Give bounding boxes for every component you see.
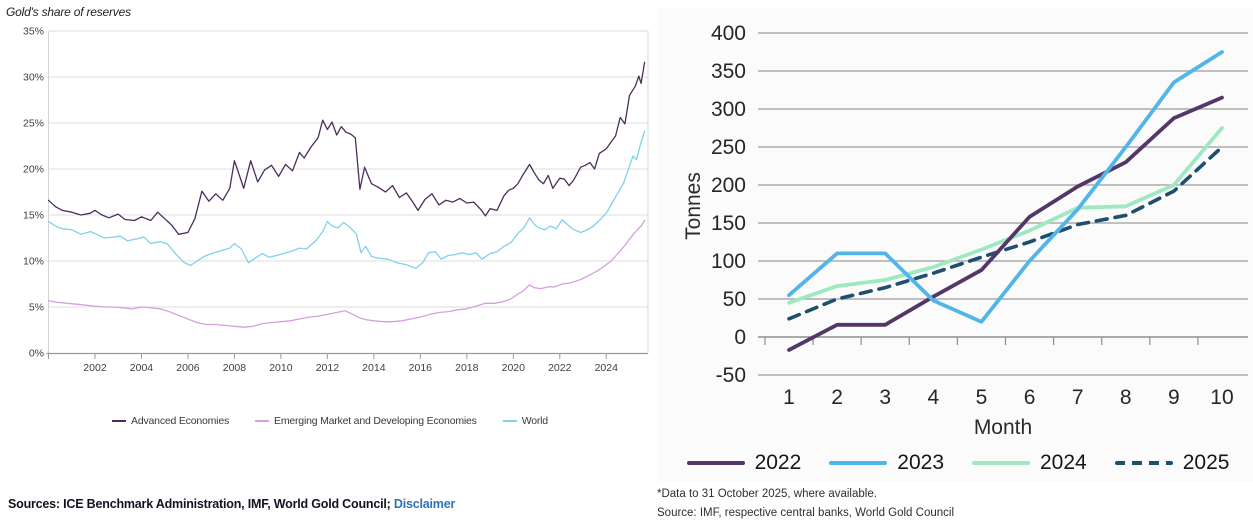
x-tick-label: 2002 (83, 362, 107, 374)
left-chart-legend: Advanced Economies Emerging Market and De… (20, 415, 640, 427)
legend-swatch (686, 461, 745, 465)
x-tick-label: 2020 (502, 362, 526, 374)
right-chart-panel (658, 8, 1253, 482)
y-tick-label: 350 (711, 60, 746, 83)
y-tick-label: 35% (23, 26, 44, 38)
sources-line: Sources: ICE Benchmark Administration, I… (8, 497, 455, 511)
legend-item-emerging-market-and-developing-economies: Emerging Market and Developing Economies (255, 415, 477, 427)
legend-item-world: World (502, 415, 548, 427)
legend-label: Emerging Market and Developing Economies (274, 415, 477, 427)
x-tick-label: 2004 (130, 362, 154, 374)
legend-label: Advanced Economies (131, 415, 230, 427)
y-tick-label: 200 (711, 174, 746, 197)
x-tick-label: 3 (879, 386, 891, 409)
legend-swatch (972, 461, 1030, 465)
y-tick-label: 0 (734, 326, 746, 349)
legend-swatch (1114, 461, 1173, 465)
x-tick-label: 2006 (176, 362, 200, 374)
y-tick-label: 0% (29, 348, 44, 360)
x-tick-label: 2024 (595, 362, 619, 374)
x-tick-label: 10 (1210, 386, 1233, 409)
x-tick-label: 7 (1072, 386, 1084, 409)
x-tick-label: 6 (1024, 386, 1036, 409)
gold-share-plot: 2002 2004 2006 2008 2010 2012 2014 2016 2018 2020… (23, 26, 649, 374)
x-tick-label: 2022 (548, 362, 572, 374)
tonnes-plot: 400 350 300 250 200 150 100 50 0 -50 1 2 3 4 5 6 7 8 9 10 (711, 22, 1248, 409)
legend-item-2023: 2023 (829, 451, 944, 475)
y-tick-label: 300 (711, 98, 746, 121)
legend-swatch (255, 420, 270, 422)
series-line-advanced-economies (47, 61, 646, 235)
y-tick-label: 20% (23, 164, 44, 176)
series-line-2025 (787, 145, 1224, 321)
legend-label: 2022 (754, 451, 802, 474)
x-tick-label: 2016 (409, 362, 433, 374)
disclaimer-link[interactable]: Disclaimer (393, 497, 456, 511)
x-tick-label: 2010 (269, 362, 293, 374)
legend-swatch (829, 461, 888, 465)
y-tick-label: 100 (711, 250, 746, 273)
sources-text: Sources: ICE Benchmark Administration, I… (8, 497, 391, 511)
legend-label: 2024 (1040, 451, 1087, 474)
legend-swatch (112, 420, 127, 422)
y-tick-label: 150 (711, 212, 746, 235)
x-tick-label: 4 (927, 386, 939, 409)
right-chart-source: Source: IMF, respective central banks, W… (657, 507, 954, 519)
series-line-2023 (787, 50, 1224, 324)
right-chart-footnote: *Data to 31 October 2025, where availabl… (657, 488, 877, 500)
series-line-2024 (787, 126, 1224, 305)
right-y-axis-title: Tonnes (682, 172, 705, 240)
y-tick-label: 15% (23, 210, 44, 222)
legend-label: 2025 (1182, 451, 1230, 474)
legend-item-2024: 2024 (972, 451, 1087, 475)
x-tick-label: 8 (1120, 386, 1132, 409)
x-tick-label: 2 (831, 386, 843, 409)
x-tick-label: 2014 (362, 362, 386, 374)
legend-item-advanced-economies: Advanced Economies (112, 415, 229, 427)
left-chart-title: Gold's share of reserves (6, 5, 131, 19)
x-tick-label: 1 (783, 386, 795, 409)
x-tick-label: 2018 (455, 362, 479, 374)
y-tick-label: 10% (23, 256, 44, 268)
legend-label: World (521, 415, 548, 427)
legend-swatch (502, 420, 517, 422)
y-tick-label: 5% (29, 302, 44, 314)
legend-item-2022: 2022 (686, 451, 802, 475)
y-tick-label: 50 (723, 288, 746, 311)
y-tick-label: 250 (711, 136, 746, 159)
y-tick-label: 30% (23, 72, 44, 84)
x-tick-label: 5 (976, 386, 988, 409)
y-tick-label: 25% (23, 118, 44, 130)
series-line-2022 (787, 95, 1224, 352)
legend-label: 2023 (897, 451, 944, 474)
y-tick-label: -50 (716, 364, 746, 387)
series-line-emerging-market-and-developing-economies (47, 219, 646, 328)
x-tick-label: 2012 (316, 362, 340, 374)
series-line-world (47, 130, 646, 270)
legend-item-2025: 2025 (1114, 451, 1230, 475)
x-tick-label: 9 (1168, 386, 1180, 409)
right-chart-legend: 2022 2023 2024 2025 (668, 451, 1248, 475)
y-tick-label: 400 (711, 22, 746, 45)
x-tick-label: 2008 (223, 362, 247, 374)
right-x-axis-title: Month (974, 416, 1032, 439)
